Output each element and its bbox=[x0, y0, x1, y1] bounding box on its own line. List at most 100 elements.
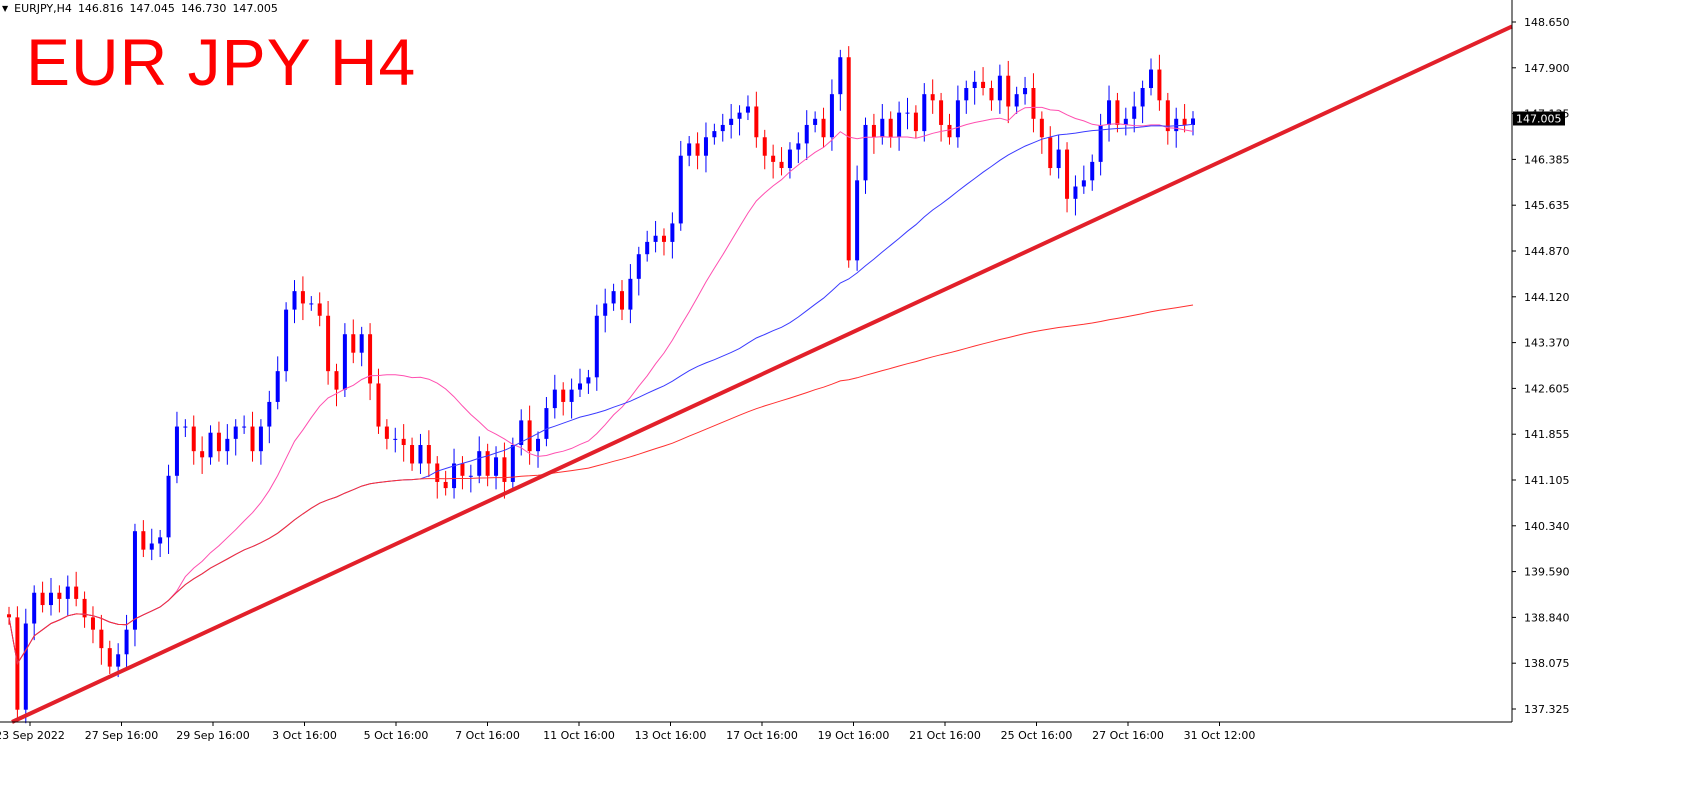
candle bbox=[964, 80, 969, 114]
candles-group bbox=[7, 46, 1195, 724]
candle bbox=[48, 577, 53, 616]
candle bbox=[166, 464, 171, 554]
candle bbox=[787, 142, 792, 179]
candle bbox=[32, 585, 37, 641]
candle bbox=[1115, 92, 1120, 133]
candle bbox=[527, 405, 532, 465]
candle bbox=[107, 640, 112, 674]
candle bbox=[930, 79, 935, 114]
candle bbox=[1056, 134, 1061, 179]
candle bbox=[242, 415, 247, 434]
chart-header: ▼ EURJPY,H4 146.816 147.045 146.730 147.… bbox=[2, 2, 278, 15]
candle bbox=[300, 276, 305, 321]
y-tick-label: 145.635 bbox=[1524, 199, 1570, 212]
candle bbox=[183, 419, 188, 438]
x-tick-label: 7 Oct 16:00 bbox=[455, 729, 520, 742]
x-tick-label: 31 Oct 12:00 bbox=[1184, 729, 1256, 742]
x-tick-label: 19 Oct 16:00 bbox=[818, 729, 890, 742]
candle bbox=[57, 585, 62, 613]
candle bbox=[258, 419, 263, 465]
candle bbox=[619, 280, 624, 321]
candle bbox=[678, 140, 683, 231]
candle bbox=[737, 105, 742, 136]
x-tick-label: 13 Oct 16:00 bbox=[635, 729, 707, 742]
candle bbox=[846, 46, 851, 268]
candle bbox=[435, 456, 440, 499]
candle bbox=[1048, 126, 1053, 176]
candle bbox=[309, 296, 314, 311]
candle bbox=[99, 614, 104, 665]
candle bbox=[1073, 175, 1078, 216]
candle bbox=[670, 212, 675, 259]
candle bbox=[1157, 54, 1162, 111]
x-tick-label: 3 Oct 16:00 bbox=[272, 729, 337, 742]
candle bbox=[888, 111, 893, 148]
candle bbox=[90, 606, 95, 644]
high-value: 147.045 bbox=[129, 2, 175, 15]
candle bbox=[1165, 92, 1170, 145]
candle bbox=[141, 520, 146, 558]
candle bbox=[275, 356, 280, 410]
x-tick-label: 27 Sep 16:00 bbox=[85, 729, 158, 742]
candle bbox=[981, 67, 986, 96]
candle bbox=[208, 425, 213, 465]
candle bbox=[401, 424, 406, 462]
candle bbox=[536, 431, 541, 468]
candle bbox=[628, 264, 633, 324]
current-price-label: 147.005 bbox=[1516, 112, 1562, 125]
candle bbox=[158, 529, 163, 558]
candle bbox=[838, 49, 843, 111]
ma-mid-line bbox=[8, 123, 1194, 665]
x-tick-label: 5 Oct 16:00 bbox=[364, 729, 429, 742]
candle bbox=[821, 107, 826, 148]
x-tick-label: 25 Oct 16:00 bbox=[1001, 729, 1073, 742]
candle bbox=[754, 91, 759, 148]
candle bbox=[317, 292, 322, 327]
candle bbox=[1174, 107, 1179, 148]
candle bbox=[939, 92, 944, 142]
candle bbox=[1098, 113, 1103, 176]
candle bbox=[23, 608, 28, 724]
candle bbox=[1039, 111, 1044, 154]
candle bbox=[267, 390, 272, 444]
candle bbox=[661, 228, 666, 256]
candle bbox=[905, 97, 910, 130]
x-tick-label: 11 Oct 16:00 bbox=[543, 729, 615, 742]
x-tick-label: 17 Oct 16:00 bbox=[726, 729, 798, 742]
candle bbox=[292, 280, 297, 324]
candle bbox=[326, 300, 331, 385]
candle bbox=[460, 456, 465, 490]
candle bbox=[947, 113, 952, 145]
candle bbox=[569, 378, 574, 419]
candle bbox=[897, 101, 902, 151]
dropdown-triangle-icon[interactable]: ▼ bbox=[2, 4, 9, 13]
y-tick-label: 143.370 bbox=[1524, 337, 1570, 350]
candle bbox=[863, 117, 868, 194]
candle bbox=[1107, 85, 1112, 142]
candle bbox=[418, 433, 423, 474]
candle bbox=[502, 442, 507, 499]
candle bbox=[225, 424, 230, 465]
trendline[interactable] bbox=[11, 24, 1513, 724]
candle bbox=[250, 411, 255, 462]
candle bbox=[410, 437, 415, 471]
candle bbox=[880, 104, 885, 145]
candle bbox=[359, 326, 364, 367]
candle bbox=[174, 411, 179, 484]
candle bbox=[922, 83, 927, 142]
y-tick-label: 144.120 bbox=[1524, 291, 1570, 304]
candle bbox=[695, 132, 700, 170]
candle bbox=[771, 144, 776, 179]
candle bbox=[384, 419, 389, 450]
candle bbox=[426, 430, 431, 478]
candle bbox=[200, 436, 205, 474]
candle bbox=[477, 436, 482, 484]
candle bbox=[1140, 80, 1145, 124]
candle bbox=[1149, 58, 1154, 96]
x-tick-label: 21 Oct 16:00 bbox=[909, 729, 981, 742]
candle bbox=[871, 113, 876, 154]
candle bbox=[368, 323, 373, 401]
candle bbox=[955, 85, 960, 148]
candle bbox=[729, 104, 734, 139]
